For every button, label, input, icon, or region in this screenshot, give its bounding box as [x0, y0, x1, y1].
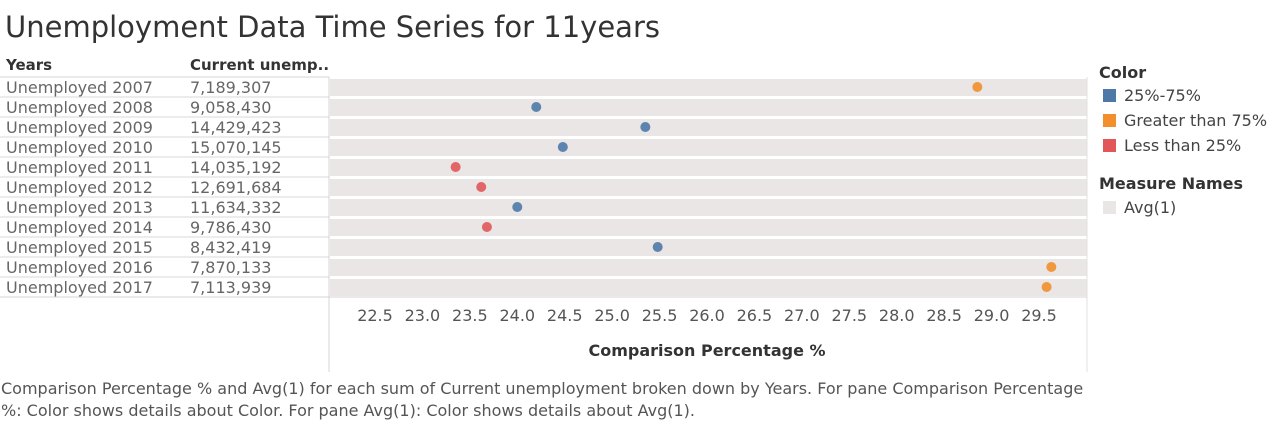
- data-point: [972, 82, 983, 92]
- row-label-year: Unemployed 2015: [6, 238, 153, 257]
- legend-swatch-avg1: [1103, 201, 1116, 214]
- legend-swatch-greater-75: [1103, 114, 1116, 127]
- row-label-year: Unemployed 2007: [6, 78, 153, 97]
- row-label-year: Unemployed 2014: [6, 218, 153, 237]
- avg1-bar: [330, 159, 1087, 176]
- data-point: [557, 142, 568, 152]
- x-tick-label: 25.0: [594, 306, 630, 325]
- row-label-year: Unemployed 2013: [6, 198, 153, 217]
- x-tick-label: 28.0: [879, 306, 915, 325]
- x-tick-label: 26.5: [737, 306, 773, 325]
- row-value-current: 9,786,430: [190, 218, 271, 237]
- data-point: [450, 162, 461, 172]
- row-value-current: 9,058,430: [190, 98, 271, 117]
- legend-swatch-less-25: [1103, 139, 1116, 152]
- x-tick-label: 26.0: [689, 306, 725, 325]
- data-point: [640, 122, 651, 132]
- data-point: [531, 102, 542, 112]
- data-point: [512, 202, 523, 212]
- row-label-year: Unemployed 2017: [6, 278, 153, 297]
- column-header-years[interactable]: Years: [6, 56, 53, 74]
- avg1-bar: [330, 279, 1087, 296]
- x-tick-label: 29.5: [1021, 306, 1057, 325]
- page-title: Unemployment Data Time Series for 11year…: [5, 10, 660, 44]
- row-value-current: 14,429,423: [190, 118, 282, 137]
- row-label-year: Unemployed 2009: [6, 118, 153, 137]
- row-value-current: 7,113,939: [190, 278, 271, 297]
- avg1-bar: [330, 79, 1087, 96]
- avg1-bar: [330, 219, 1087, 236]
- row-value-current: 12,691,684: [190, 178, 282, 197]
- avg1-bar: [330, 239, 1087, 256]
- x-tick-label: 29.0: [974, 306, 1010, 325]
- data-point: [476, 182, 487, 192]
- x-tick-label: 24.0: [499, 306, 535, 325]
- legend-label-less-25[interactable]: Less than 25%: [1124, 136, 1242, 155]
- legend-label-25-75[interactable]: 25%-75%: [1124, 86, 1201, 105]
- x-tick-label: 27.0: [784, 306, 820, 325]
- x-tick-label: 27.5: [831, 306, 867, 325]
- x-tick-label: 24.5: [547, 306, 583, 325]
- x-tick-label: 28.5: [926, 306, 962, 325]
- avg1-bar: [330, 259, 1087, 276]
- legend-label-greater-75[interactable]: Greater than 75%: [1124, 111, 1268, 130]
- row-label-year: Unemployed 2010: [6, 138, 153, 157]
- legend-color-title: Color: [1099, 63, 1147, 82]
- chart-area: Unemployed 2007 7,189,307 Unemployed 2008 9…: [0, 76, 1088, 372]
- row-value-current: 11,634,332: [190, 198, 282, 217]
- row-value-current: 15,070,145: [190, 138, 282, 157]
- avg1-bar: [330, 179, 1087, 196]
- row-value-current: 7,870,133: [190, 258, 271, 277]
- legend-measure-title: Measure Names: [1099, 174, 1244, 193]
- legend-label-avg1[interactable]: Avg(1): [1124, 198, 1177, 217]
- data-point: [652, 242, 663, 252]
- avg1-bar: [330, 99, 1087, 116]
- row-label-year: Unemployed 2011: [6, 158, 153, 177]
- row-label-year: Unemployed 2016: [6, 258, 153, 277]
- row-value-current: 14,035,192: [190, 158, 282, 177]
- row-label-year: Unemployed 2008: [6, 98, 153, 117]
- row-value-current: 8,432,419: [190, 238, 271, 257]
- x-tick-label: 25.5: [642, 306, 678, 325]
- avg1-bar: [330, 139, 1087, 156]
- x-axis-label: Comparison Percentage %: [588, 341, 825, 360]
- row-label-year: Unemployed 2012: [6, 178, 153, 197]
- chart-caption: Comparison Percentage % and Avg(1) for e…: [1, 379, 1084, 420]
- data-point: [481, 222, 492, 232]
- x-tick-label: 23.0: [405, 306, 441, 325]
- column-header-current-unemployment[interactable]: Current unemp..: [190, 56, 330, 74]
- x-tick-label: 23.5: [452, 306, 488, 325]
- row-value-current: 7,189,307: [190, 78, 271, 97]
- avg1-bar: [330, 199, 1087, 216]
- data-point: [1046, 262, 1057, 272]
- data-point: [1041, 282, 1052, 292]
- legend-swatch-25-75: [1103, 89, 1116, 102]
- x-tick-label: 22.5: [357, 306, 393, 325]
- avg1-bar: [330, 119, 1087, 136]
